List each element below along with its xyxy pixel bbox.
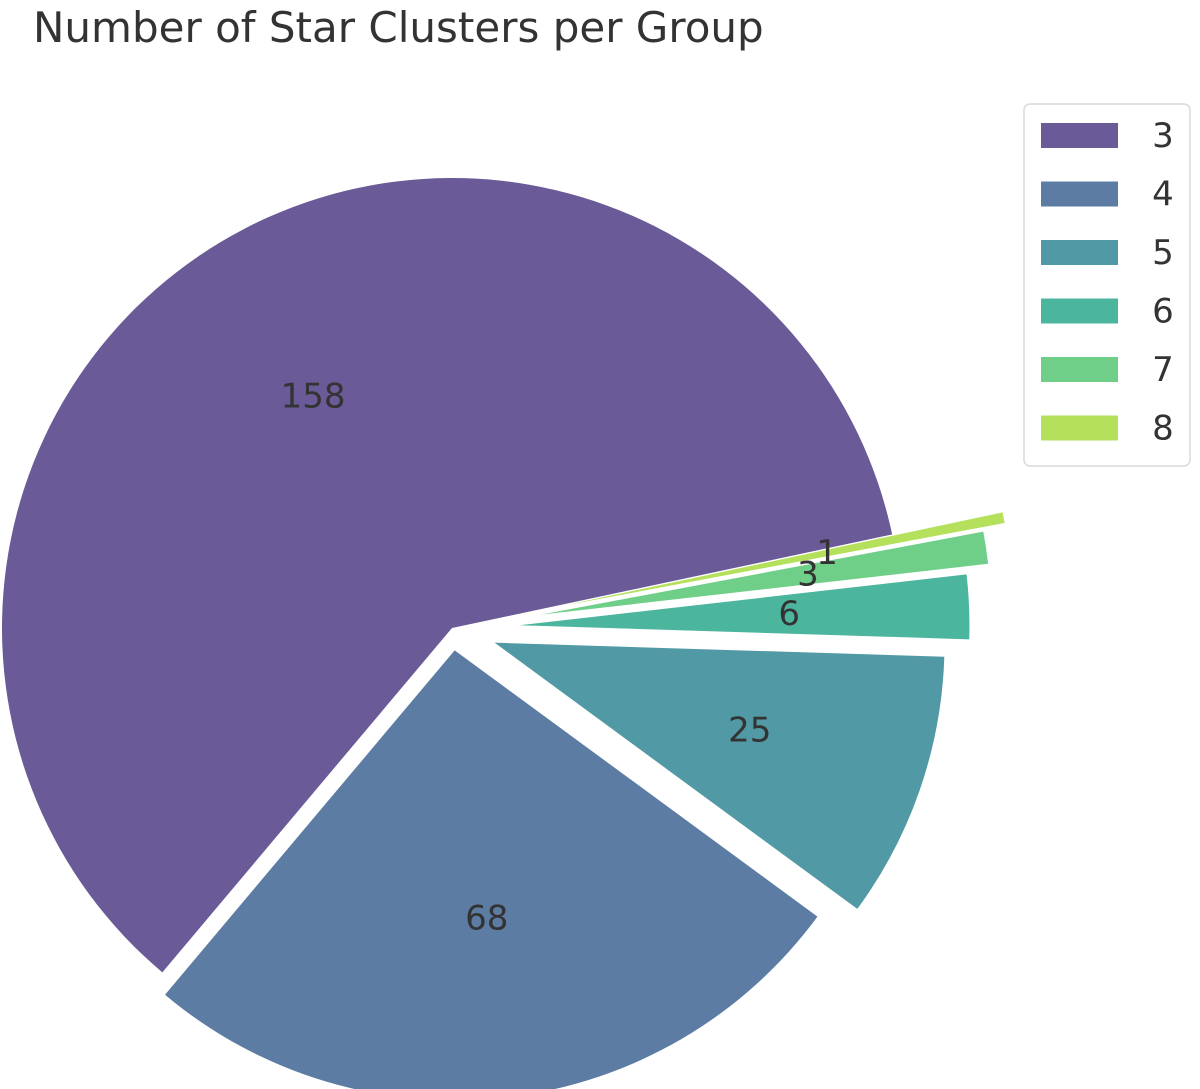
chart-title: Number of Star Clusters per Group xyxy=(33,3,764,52)
pie-slice-6 xyxy=(519,574,970,640)
legend-swatch-7 xyxy=(1041,357,1118,382)
slice-value-label-3: 158 xyxy=(281,376,346,416)
legend: 3 4 5 6 7 8 xyxy=(1023,103,1191,467)
pie-slices xyxy=(2,178,1005,1089)
legend-swatch-4 xyxy=(1041,181,1118,207)
slice-value-label-7: 3 xyxy=(797,554,819,594)
legend-swatch-3 xyxy=(1041,123,1118,148)
legend-label-8: 8 xyxy=(1152,409,1174,449)
legend-label-6: 6 xyxy=(1152,292,1174,332)
legend-swatch-6 xyxy=(1041,298,1118,324)
legend-label-5: 5 xyxy=(1152,233,1174,273)
slice-value-label-5: 25 xyxy=(728,711,771,751)
slice-value-label-6: 6 xyxy=(778,594,800,634)
slice-value-label-4: 68 xyxy=(465,898,508,938)
pie-slice-5 xyxy=(494,642,945,909)
pie-slice-3 xyxy=(2,178,893,973)
legend-swatch-8 xyxy=(1041,415,1118,441)
pie-slice-8 xyxy=(562,512,1005,606)
legend-label-4: 4 xyxy=(1152,175,1174,215)
legend-label-7: 7 xyxy=(1152,350,1174,390)
pie-slice-labels: 158 68 25 631 xyxy=(281,376,838,938)
pie-slice-4 xyxy=(165,650,818,1089)
legend-swatch-5 xyxy=(1041,240,1118,265)
legend-label-3: 3 xyxy=(1152,116,1174,156)
pie-slice-7 xyxy=(540,531,989,615)
slice-value-label-8: 1 xyxy=(816,533,838,573)
